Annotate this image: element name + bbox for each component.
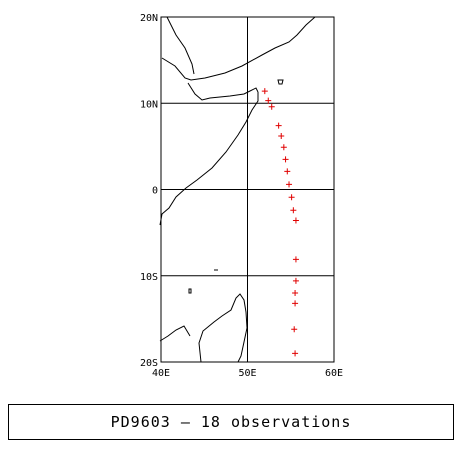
observation-marker <box>292 277 299 284</box>
coast-east-africa <box>159 92 259 226</box>
observation-marker <box>286 181 293 188</box>
observation-marker <box>275 122 282 129</box>
caption-text: PD9603 — 18 observations <box>110 413 352 431</box>
coast-arabia <box>161 16 316 81</box>
caption-box: PD9603 — 18 observations <box>8 404 454 440</box>
lat-tick-label-0: 20N <box>140 13 158 24</box>
observation-marker <box>288 194 295 201</box>
observation-marker <box>292 350 299 357</box>
observation-marker <box>268 103 275 110</box>
lon-tick-label-2: 60E <box>325 368 343 379</box>
madagascar <box>198 293 248 363</box>
observation-marker <box>282 156 289 163</box>
axis-tick-labels: 40E 50E 60E 20N 10N 0 10S 20S <box>140 13 343 379</box>
observation-marker <box>278 133 285 140</box>
observation-marker <box>292 300 299 307</box>
grid-lines <box>160 16 335 363</box>
lat-tick-label-2: 0 <box>152 186 158 197</box>
lat-tick-label-4: 20S <box>140 358 158 369</box>
observation-marker <box>280 144 287 151</box>
observation-marker <box>265 97 272 104</box>
coast-mozambique <box>159 325 191 342</box>
observation-marker <box>292 290 299 296</box>
coast-red-sea-west <box>166 16 195 75</box>
observation-markers <box>261 88 299 357</box>
coast-gulf-of-aden <box>187 82 259 101</box>
observation-marker <box>292 217 299 224</box>
map-figure: 40E 50E 60E 20N 10N 0 10S 20S <box>140 13 343 379</box>
lat-tick-label-1: 10N <box>140 99 158 110</box>
observation-marker <box>290 207 297 214</box>
coastlines <box>159 16 316 363</box>
comoros <box>188 288 192 294</box>
lon-tick-label-0: 40E <box>152 368 170 379</box>
lat-tick-label-3: 10S <box>140 272 158 283</box>
observation-marker <box>292 256 299 263</box>
socotra-island <box>277 79 284 85</box>
observation-marker <box>261 88 268 95</box>
map-frame <box>160 16 335 363</box>
lon-tick-label-1: 50E <box>238 368 256 379</box>
observation-marker <box>291 326 298 333</box>
observation-marker <box>284 168 291 175</box>
